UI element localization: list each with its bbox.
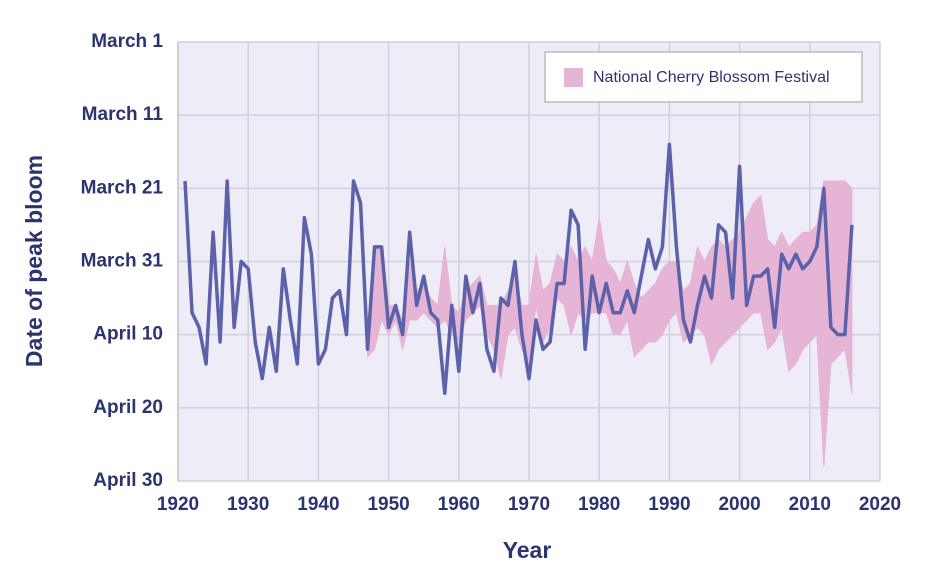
bloom-line (183, 142, 854, 395)
x-tick-label: 2010 (789, 494, 831, 515)
x-tick-label: 1950 (367, 494, 409, 515)
y-axis-title: Date of peak bloom (21, 155, 47, 367)
x-tick-label: 1970 (508, 494, 550, 515)
legend: National Cherry Blossom Festival (544, 51, 863, 103)
y-tick-label: March 1 (91, 31, 163, 52)
x-tick-label: 1940 (297, 494, 339, 515)
x-tick-label: 1920 (157, 494, 199, 515)
x-tick-label: 2000 (718, 494, 760, 515)
legend-label: National Cherry Blossom Festival (593, 69, 830, 86)
x-tick-label: 2020 (859, 494, 901, 515)
y-tick-label: March 31 (81, 251, 164, 272)
y-tick-label: April 20 (93, 397, 163, 418)
legend-box (544, 51, 863, 103)
x-tick-label: 1930 (227, 494, 269, 515)
y-tick-label: April 10 (93, 324, 163, 345)
labels: March 1 March 11 March 21 March 31 April 10 A… (81, 31, 902, 515)
x-tick-label: 1960 (438, 494, 480, 515)
y-tick-label: March 21 (81, 177, 164, 198)
x-axis-title: Year (503, 537, 552, 563)
x-tick-label: 1980 (578, 494, 620, 515)
x-tick-label: 1990 (648, 494, 690, 515)
y-tick-label: April 30 (93, 470, 163, 491)
legend-swatch (564, 68, 583, 87)
y-tick-label: March 11 (82, 104, 164, 125)
marks (183, 142, 854, 467)
